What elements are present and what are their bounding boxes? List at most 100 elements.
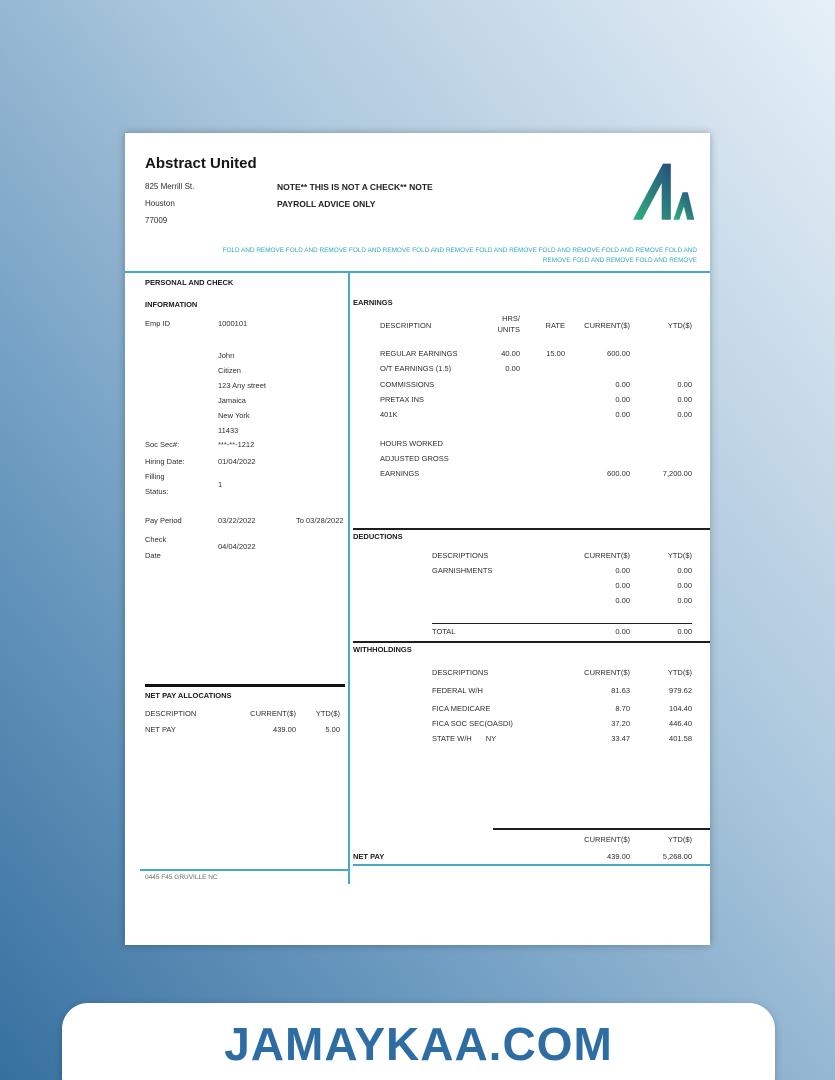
earnings-row-hrs <box>475 380 520 389</box>
deductions-header-row: DESCRIPTIONS CURRENT($) YTD($) <box>432 551 692 560</box>
deductions-total-label: TOTAL <box>432 627 456 636</box>
earnings-col-ytd: YTD($) <box>667 321 692 330</box>
hiring-date-value: 01/04/2022 <box>218 457 256 466</box>
ssn-label: Soc Sec#: <box>145 440 180 449</box>
earnings-row-current: 0.00 <box>615 410 630 419</box>
withholdings-row-desc: FEDERAL W/H <box>432 686 483 695</box>
watermark-text: JAMAYKAA.COM <box>224 1018 613 1070</box>
pay-period-label: Pay Period <box>145 516 182 525</box>
earnings-row-hrs: 0.00 <box>505 364 520 373</box>
adjusted-gross-label-line2: EARNINGS <box>380 469 420 478</box>
earnings-row-current: 600.00 <box>607 349 630 358</box>
deductions-row-ytd: 0.00 <box>677 596 692 605</box>
company-address-city: Houston <box>145 199 175 208</box>
ssn-value: ***-**-1212 <box>218 440 255 449</box>
footer-code: 0445 F45 GRUVILLE NC <box>145 874 218 881</box>
deductions-row-desc <box>432 581 565 590</box>
withholdings-row: STATE W/H NY 33.47 401.58 <box>432 734 692 743</box>
filing-status-label-line2: Status: <box>145 487 169 496</box>
earnings-row-desc: PRETAX INS <box>380 395 425 404</box>
earnings-row-hrs <box>475 410 520 419</box>
earnings-row-ytd <box>630 349 692 358</box>
earnings-row-desc: COMMISSIONS <box>380 380 435 389</box>
earnings-row-current: 0.00 <box>615 395 630 404</box>
earnings-row-current: 0.00 <box>615 380 630 389</box>
fold-and-remove-notice: FOLD AND REMOVE FOLD AND REMOVE FOLD AND… <box>222 247 697 265</box>
earnings-row-current <box>565 364 630 373</box>
earnings-row-desc: REGULAR EARNINGS <box>380 349 458 358</box>
net-pay-summary-row: NET PAY 439.00 5,268.00 <box>353 852 692 861</box>
earnings-row-desc: 401K <box>380 410 398 419</box>
earnings-row-hrs <box>475 395 520 404</box>
deductions-row-current: 0.00 <box>615 596 630 605</box>
adjusted-gross-current: 600.00 <box>607 469 630 478</box>
top-divider-line <box>125 271 710 273</box>
earnings-row-ytd <box>630 364 692 373</box>
column-divider-line <box>348 271 350 884</box>
allocations-header-row: DESCRIPTION CURRENT($) YTD($) <box>145 709 340 718</box>
withholdings-row-ytd: 979.62 <box>669 686 692 695</box>
earnings-row-desc: O/T EARNINGS (1.5) <box>380 364 452 373</box>
earnings-row-rate: 15.00 <box>546 349 565 358</box>
earnings-col-current: CURRENT($) <box>584 321 630 330</box>
employee-first-name: John <box>218 351 235 360</box>
withholdings-top-line <box>353 641 710 643</box>
employee-zip: 11433 <box>218 426 239 435</box>
earnings-row: O/T EARNINGS (1.5) 0.00 <box>380 364 692 373</box>
company-address-street: 825 Merrill St. <box>145 182 195 191</box>
withholdings-row-ytd: 401.58 <box>669 734 692 743</box>
allocations-net-pay-row: NET PAY 439.00 5.00 <box>145 725 340 734</box>
emp-id-label: Emp ID <box>145 319 171 328</box>
net-pay-summary-top-line <box>493 828 710 830</box>
withholdings-row-desc: STATE W/H NY <box>432 734 497 743</box>
company-address-zip: 77009 <box>145 216 168 225</box>
check-date-value: 04/04/2022 <box>218 542 256 551</box>
deductions-col-ytd: YTD($) <box>667 551 692 560</box>
earnings-row-hrs: 40.00 <box>501 349 520 358</box>
net-pay-ytd: 5,268.00 <box>662 852 692 861</box>
earnings-row-ytd: 0.00 <box>677 395 692 404</box>
adjusted-gross-ytd: 7,200.00 <box>662 469 692 478</box>
earnings-col-description: DESCRIPTION <box>380 321 432 330</box>
allocations-col-ytd: YTD($) <box>315 709 340 718</box>
net-pay-summary-header-row: CURRENT($) YTD($) <box>353 835 692 844</box>
earnings-row-rate <box>520 410 565 419</box>
withholdings-col-current: CURRENT($) <box>584 668 630 677</box>
deductions-row-current: 0.00 <box>615 566 630 575</box>
earnings-row-rate <box>520 364 565 373</box>
deductions-row: GARNISHMENTS 0.00 0.00 <box>432 566 692 575</box>
earnings-row: 401K 0.00 0.00 <box>380 410 692 419</box>
deductions-total-line <box>432 623 692 624</box>
company-logo-icon <box>630 161 696 223</box>
deductions-col-current: CURRENT($) <box>584 551 630 560</box>
deductions-row: 0.00 0.00 <box>432 596 692 605</box>
earnings-row: COMMISSIONS 0.00 0.00 <box>380 380 692 389</box>
earnings-row-ytd: 0.00 <box>677 380 692 389</box>
earnings-row-rate <box>520 395 565 404</box>
net-pay-bottom-line <box>353 864 710 866</box>
earnings-row: PRETAX INS 0.00 0.00 <box>380 395 692 404</box>
hours-worked-label: HOURS WORKED <box>380 439 443 448</box>
personal-section-title-line2: INFORMATION <box>145 300 198 309</box>
deductions-row-ytd: 0.00 <box>677 566 692 575</box>
net-pay-col-current: CURRENT($) <box>584 835 630 844</box>
withholdings-row-current: 37.20 <box>611 719 630 728</box>
net-pay-current: 439.00 <box>607 852 630 861</box>
check-date-label-line1: Check <box>145 535 167 544</box>
withholdings-row: FICA MEDICARE 8.70 104.40 <box>432 704 692 713</box>
allocations-title: NET PAY ALLOCATIONS <box>145 691 232 700</box>
payroll-document: Abstract United 825 Merrill St. Houston … <box>125 133 710 945</box>
not-a-check-note: NOTE** THIS IS NOT A CHECK** NOTE <box>277 182 433 192</box>
deductions-total-current: 0.00 <box>615 627 630 636</box>
deductions-title: DEDUCTIONS <box>353 532 403 541</box>
filing-status-label-line1: Filling <box>145 472 165 481</box>
employee-city: Jamaica <box>218 396 246 405</box>
personal-section-title-line1: PERSONAL AND CHECK <box>145 278 234 287</box>
allocations-net-pay-label: NET PAY <box>145 725 176 734</box>
employee-state: New York <box>218 411 250 420</box>
withholdings-col-descriptions: DESCRIPTIONS <box>432 668 489 677</box>
withholdings-row-desc: FICA SOC SEC(OASDI) <box>432 719 513 728</box>
earnings-row-rate <box>520 380 565 389</box>
deductions-total-ytd: 0.00 <box>677 627 692 636</box>
